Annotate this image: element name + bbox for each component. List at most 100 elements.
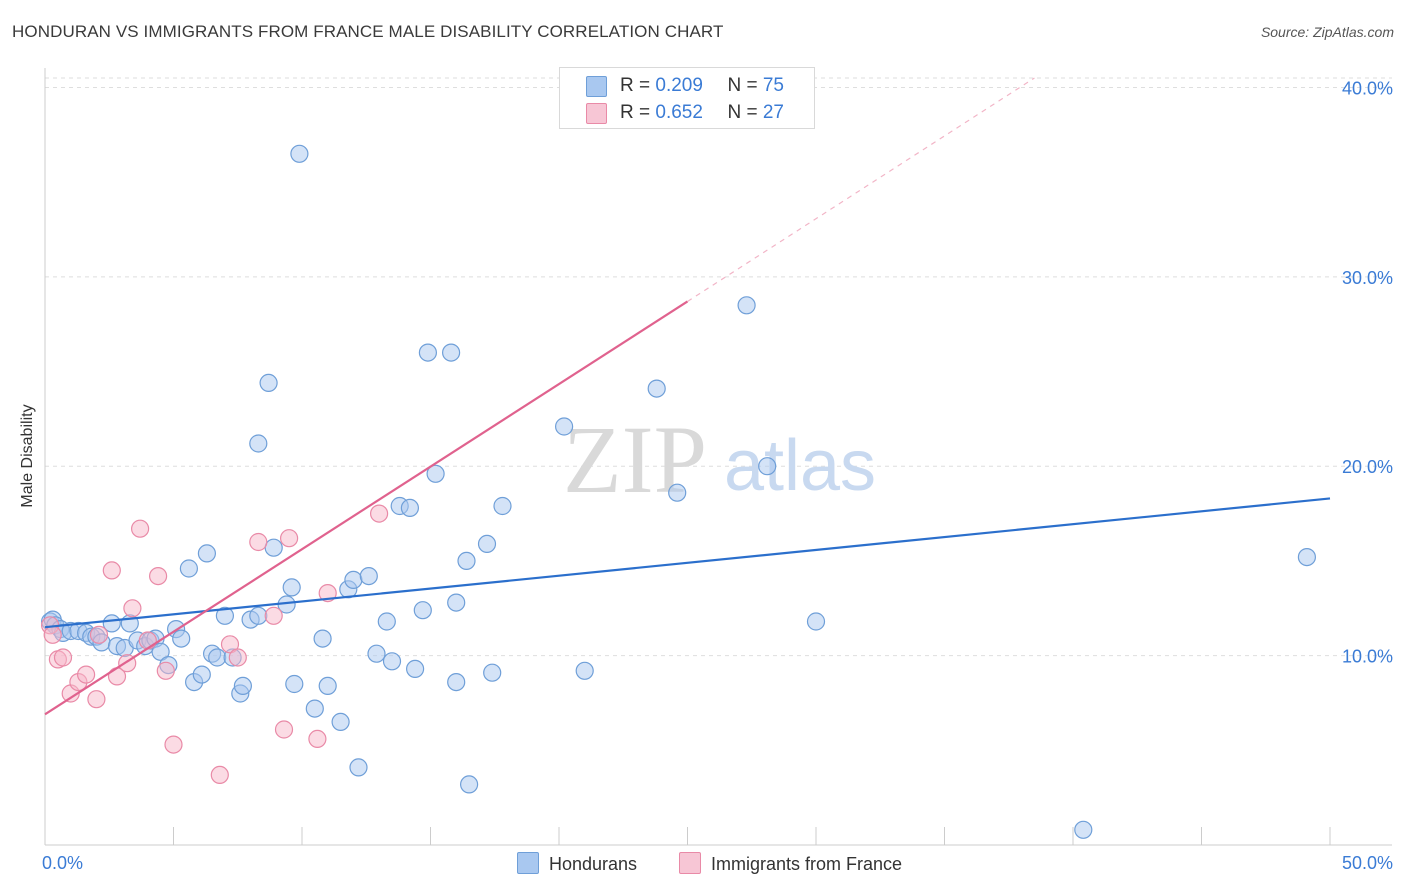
data-point [249,606,268,625]
data-point [87,690,106,709]
legend-r-label: R = [620,102,656,123]
data-point [138,631,157,650]
data-point [274,720,294,739]
data-point [192,665,211,684]
data-point [249,532,268,552]
data-point [285,674,304,694]
data-point [172,629,191,648]
legend-n-value: 75 [762,75,784,96]
y-tick-label: 40.0% [1342,78,1393,98]
bottom-legend-label: Immigrants from France [711,854,903,874]
series-hondurans [40,144,1317,839]
trend-line-france [44,300,689,716]
data-point [123,599,142,618]
data-point [806,612,826,631]
y-tick-label: 30.0% [1342,268,1393,288]
data-point [406,659,425,679]
trend-line-france-extension [687,77,1035,302]
x-tick-label: 0.0% [42,853,83,873]
watermark-zip: ZIP [563,406,707,513]
data-point [344,570,363,590]
data-point [418,343,437,362]
data-point [483,663,502,682]
legend-swatch-blue [586,76,607,97]
data-point [413,601,432,620]
data-point [647,379,666,398]
data-point [400,498,419,517]
data-point [460,775,479,794]
data-point [477,534,497,554]
data-point [359,566,378,586]
data-point [259,373,278,392]
data-point [131,519,150,538]
series-immigrants-from-france [40,504,389,785]
legend-r-value: 0.209 [655,75,703,96]
data-point [43,625,62,644]
data-point [442,343,461,362]
data-point [426,464,445,483]
data-point [349,758,368,777]
data-point [151,642,170,661]
data-point [197,544,216,563]
bottom-legend-france[interactable]: Immigrants from France [679,852,902,876]
trend-lines [44,77,1331,716]
data-point [313,629,332,648]
legend-swatch-pink [586,103,607,124]
data-point [758,457,777,476]
data-point [210,765,229,785]
data-point [156,661,175,680]
data-point [215,606,234,625]
legend-r-label: R = [620,75,656,96]
data-point [575,661,594,680]
data-point [228,648,247,667]
data-point [447,593,466,612]
data-point [331,712,350,732]
watermark-atlas: atlas [724,426,876,506]
data-point [233,676,252,696]
data-point [249,434,268,453]
x-tick-label: 50.0% [1342,853,1393,873]
y-tick-label: 20.0% [1342,457,1393,477]
data-point [382,652,402,671]
data-point [447,672,466,692]
data-point [280,529,299,548]
axes [44,68,1392,846]
data-point [308,729,327,749]
data-point [76,665,96,684]
data-point [377,612,396,631]
data-point [220,635,240,654]
data-point [164,735,183,754]
data-point [290,144,309,163]
data-point [264,606,283,625]
bottom-legend-swatch-blue [517,852,539,874]
data-point [89,625,109,644]
stats-legend: R = 0.209 N = 75 R = 0.652 N = 27 [559,67,815,129]
tick-labels: 10.0% 20.0% 30.0% 40.0% 0.0% 50.0% [42,78,1393,873]
data-point [370,504,389,523]
source-label: Source: ZipAtlas.com [1260,24,1394,40]
data-point [668,483,687,502]
bottom-legend-hondurans[interactable]: Hondurans [517,852,637,876]
legend-n-label: N = [727,75,763,96]
data-point [282,578,301,597]
bottom-legend-label: Hondurans [549,854,638,874]
legend-n-label: N = [727,102,763,123]
data-point [305,699,324,718]
data-point [493,496,512,516]
trend-line-hondurans [44,497,1331,629]
data-point [457,551,476,571]
data-point [318,676,337,696]
y-tick-label: 10.0% [1342,647,1393,667]
bottom-legend-swatch-pink [679,852,701,874]
watermark: ZIP atlas [563,406,876,513]
data-point [737,296,756,315]
chart-title: HONDURAN VS IMMIGRANTS FROM FRANCE MALE … [12,22,724,41]
data-point [53,648,73,667]
data-point [102,561,121,580]
legend-n-value: 27 [762,102,784,123]
legend-r-value: 0.652 [655,102,703,123]
gridlines [45,77,1392,657]
data-point [264,538,283,557]
data-point [554,417,574,436]
data-point [367,644,386,663]
